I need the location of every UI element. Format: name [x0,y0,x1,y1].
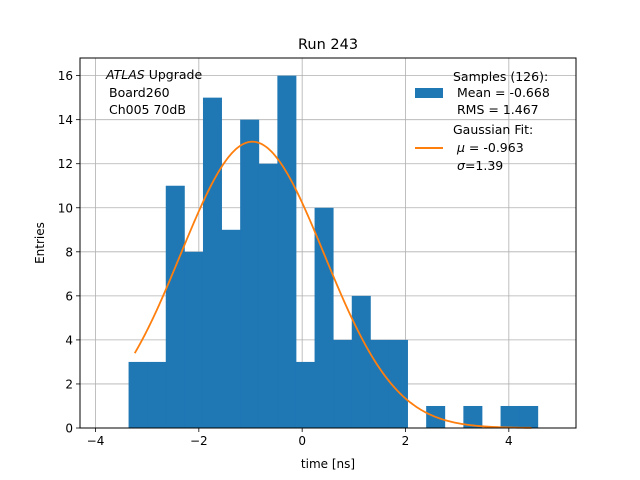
y-tick-label: 0 [65,422,73,436]
legend-sigma-symbol: σ [457,158,466,173]
histogram-bar [147,361,167,428]
annotation-upgrade: Upgrade [145,67,203,82]
histogram-bar [351,295,371,428]
legend-fit-sigma: σ=1.39 [457,158,503,173]
axis-ticks: −4 −2 0 2 4 0 2 4 6 8 10 12 14 16 [58,69,513,448]
gaussian-fit-curve [133,140,532,429]
annotation-board: Board260 [109,85,170,100]
x-tick-label: −2 [190,434,208,448]
x-tick-label: 2 [402,434,410,448]
histogram-bar [165,185,185,428]
y-tick-label: 4 [65,333,73,347]
annotation-atlas: ATLAS [105,67,145,82]
x-axis-label: time [ns] [301,457,355,471]
histogram-bar [221,229,241,428]
annotation-channel: Ch005 70dB [109,102,186,117]
legend: Samples (126): Mean = -0.668 RMS = 1.467… [415,69,550,173]
y-tick-label: 6 [65,289,73,303]
y-tick-label: 8 [65,245,73,259]
atlas-annotation: ATLAS Upgrade Board260 Ch005 70dB [105,67,202,117]
histogram-bar [519,405,539,428]
y-tick-label: 10 [58,201,73,215]
y-tick-label: 14 [58,113,73,127]
legend-fit-title: Gaussian Fit: [453,122,533,137]
legend-fit-mu: μ = -0.963 [456,140,524,155]
annotation-line-1: ATLAS Upgrade [105,67,202,82]
y-tick-label: 2 [65,377,73,391]
histogram-bar [500,405,520,428]
histogram-bar [258,163,278,428]
histogram-bar [370,339,390,428]
plot-frame [79,57,577,429]
legend-sigma-value: =1.39 [465,158,503,173]
legend-samples-swatch [415,88,443,98]
y-tick-label: 12 [58,157,73,171]
histogram-bar [314,207,334,428]
histogram-bar [388,339,408,428]
legend-mu-symbol: μ [456,140,465,155]
histogram-bar [463,405,483,428]
fit-curve-layer [133,140,532,429]
x-tick-label: 0 [298,434,306,448]
histogram-bar [333,339,353,428]
histogram-bars [128,75,539,429]
y-tick-label: 16 [58,69,73,83]
histogram-bar [277,75,297,428]
legend-mu-value: = -0.963 [465,140,524,155]
chart-title: Run 243 [298,37,358,53]
x-tick-label: 4 [505,434,513,448]
y-axis-label: Entries [33,222,47,264]
histogram-bar [184,251,204,428]
histogram-bar [128,361,148,428]
legend-samples-mean: Mean = -0.668 [457,85,550,100]
histogram-bar [202,97,222,429]
histogram-bar [295,361,315,428]
legend-samples-rms: RMS = 1.467 [457,102,539,117]
legend-samples-title: Samples (126): [453,69,548,84]
x-tick-label: −4 [87,434,105,448]
histogram-bar [240,119,260,429]
